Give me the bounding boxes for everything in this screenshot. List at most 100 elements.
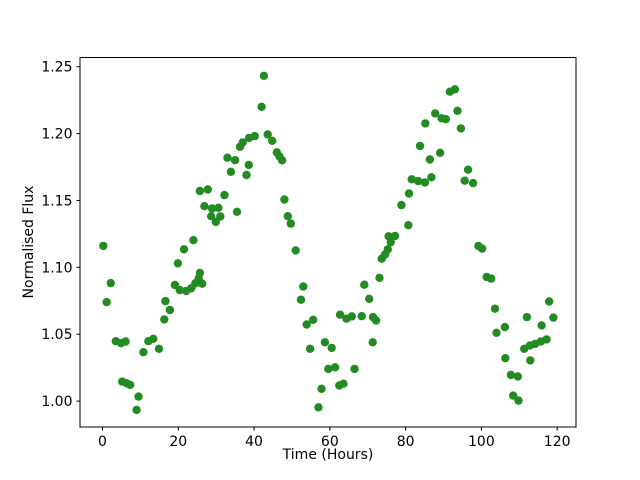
data-point xyxy=(549,313,558,322)
data-point xyxy=(421,119,430,128)
data-point xyxy=(365,294,374,303)
data-point xyxy=(468,178,478,188)
data-point xyxy=(230,156,240,165)
data-point xyxy=(542,335,551,344)
data-point xyxy=(99,241,108,251)
data-point xyxy=(545,297,554,306)
data-point xyxy=(397,200,406,210)
data-point xyxy=(126,380,135,390)
data-point xyxy=(257,102,266,112)
data-point xyxy=(198,279,207,288)
data-point xyxy=(179,245,189,254)
data-point xyxy=(441,114,450,124)
x-tick-label: 80 xyxy=(397,434,415,450)
data-point xyxy=(368,338,377,347)
data-point xyxy=(526,356,535,365)
data-point xyxy=(492,328,501,337)
data-point xyxy=(324,364,333,374)
x-tick-label: 120 xyxy=(544,434,571,450)
data-point xyxy=(223,153,232,162)
data-point xyxy=(490,304,500,313)
data-point xyxy=(291,246,300,255)
data-point xyxy=(132,405,141,415)
data-point xyxy=(175,285,184,295)
data-point xyxy=(360,280,369,289)
data-point xyxy=(339,379,348,388)
data-point xyxy=(238,138,247,147)
data-point xyxy=(268,136,277,145)
data-point xyxy=(305,344,315,353)
data-point xyxy=(220,190,229,200)
data-point xyxy=(415,141,425,151)
y-tick-label: 1.20 xyxy=(41,127,72,143)
data-point xyxy=(149,334,158,343)
data-point xyxy=(250,131,259,141)
x-tick-label: 60 xyxy=(321,434,339,450)
data-point xyxy=(506,370,516,380)
data-point xyxy=(435,148,445,157)
data-point xyxy=(407,175,416,184)
data-point xyxy=(404,189,414,198)
data-point xyxy=(165,305,175,315)
data-point xyxy=(487,274,496,283)
data-point xyxy=(207,212,216,221)
data-point xyxy=(296,295,306,304)
data-point xyxy=(203,185,212,194)
data-point xyxy=(121,337,130,346)
data-point xyxy=(450,85,460,94)
data-point xyxy=(106,278,116,288)
y-tick-label: 1.00 xyxy=(41,394,72,410)
data-point xyxy=(216,212,225,221)
data-point xyxy=(173,259,183,268)
data-point xyxy=(277,156,287,165)
data-point xyxy=(232,207,242,216)
data-point xyxy=(263,130,272,139)
data-point xyxy=(207,204,217,213)
data-point xyxy=(280,195,289,204)
data-point xyxy=(425,155,435,164)
x-tick-label: 40 xyxy=(245,434,263,450)
data-point xyxy=(189,236,198,245)
data-point xyxy=(413,176,423,186)
data-point xyxy=(431,109,440,118)
data-point xyxy=(427,173,436,182)
data-point xyxy=(244,160,253,170)
data-point xyxy=(299,282,308,291)
data-point xyxy=(242,170,251,180)
data-point xyxy=(161,296,170,306)
data-point xyxy=(509,391,518,400)
data-point xyxy=(195,268,205,278)
data-point xyxy=(383,245,392,254)
x-tick-label: 0 xyxy=(98,434,107,450)
y-tick-label: 1.10 xyxy=(41,260,72,276)
x-axis-title: Time (Hours) xyxy=(282,447,374,463)
data-point xyxy=(420,178,430,187)
data-point xyxy=(259,71,269,81)
data-point xyxy=(286,219,295,228)
y-axis-title: Normalised Flux xyxy=(21,185,37,299)
y-tick-label: 1.05 xyxy=(41,327,72,343)
data-point xyxy=(139,348,148,357)
data-point xyxy=(456,124,466,133)
data-point xyxy=(390,231,400,241)
data-point xyxy=(513,372,522,381)
data-point xyxy=(317,384,326,393)
x-tick-label: 20 xyxy=(169,434,187,450)
x-tick-label: 100 xyxy=(468,434,495,450)
data-point xyxy=(314,403,323,412)
data-point xyxy=(501,354,510,363)
data-point xyxy=(463,165,473,174)
data-point xyxy=(500,322,510,332)
data-point xyxy=(453,106,462,116)
data-point xyxy=(320,338,330,347)
data-point xyxy=(477,244,487,253)
data-point xyxy=(226,167,236,176)
data-point xyxy=(200,202,209,211)
y-tick-label: 1.25 xyxy=(41,60,72,76)
data-point xyxy=(309,315,318,324)
data-point xyxy=(134,392,143,401)
data-point xyxy=(386,238,395,247)
data-point xyxy=(522,312,532,322)
